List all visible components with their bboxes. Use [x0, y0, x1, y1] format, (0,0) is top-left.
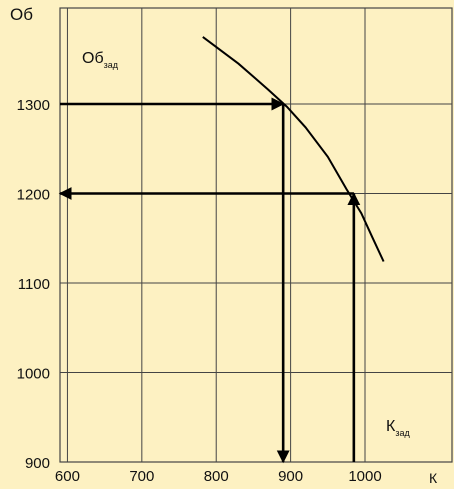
point-label: Кзад: [386, 418, 410, 438]
curve-label-sub: зад: [104, 60, 119, 70]
x-tick-label: 700: [129, 468, 154, 485]
x-axis-label: К: [429, 470, 438, 486]
point-label-sub: зад: [395, 428, 410, 438]
guide-arrows: [58, 97, 361, 464]
curve-label-main: Об: [82, 50, 104, 67]
y-tick-label: 900: [25, 455, 50, 472]
y-tick-label: 1000: [17, 366, 50, 383]
y-tick-label: 1100: [18, 276, 50, 293]
series-line: [202, 36, 385, 262]
x-tick-label: 600: [55, 468, 80, 485]
x-tick-label: 800: [204, 468, 229, 485]
grid: [59, 7, 453, 463]
curve-label: Обзад: [82, 50, 119, 70]
y-tick-label: 1200: [17, 187, 50, 204]
x-tick-label: 900: [278, 468, 303, 485]
plot-frame: [59, 7, 453, 463]
point-label-main: К: [386, 418, 396, 435]
y-axis-label: Об: [10, 5, 33, 24]
tick-labels: 600 700 800 900 1000 900 1000 1100 1200 1300: [17, 97, 382, 485]
y-tick-label: 1300: [17, 97, 50, 114]
x-tick-label: 1000: [348, 468, 381, 485]
